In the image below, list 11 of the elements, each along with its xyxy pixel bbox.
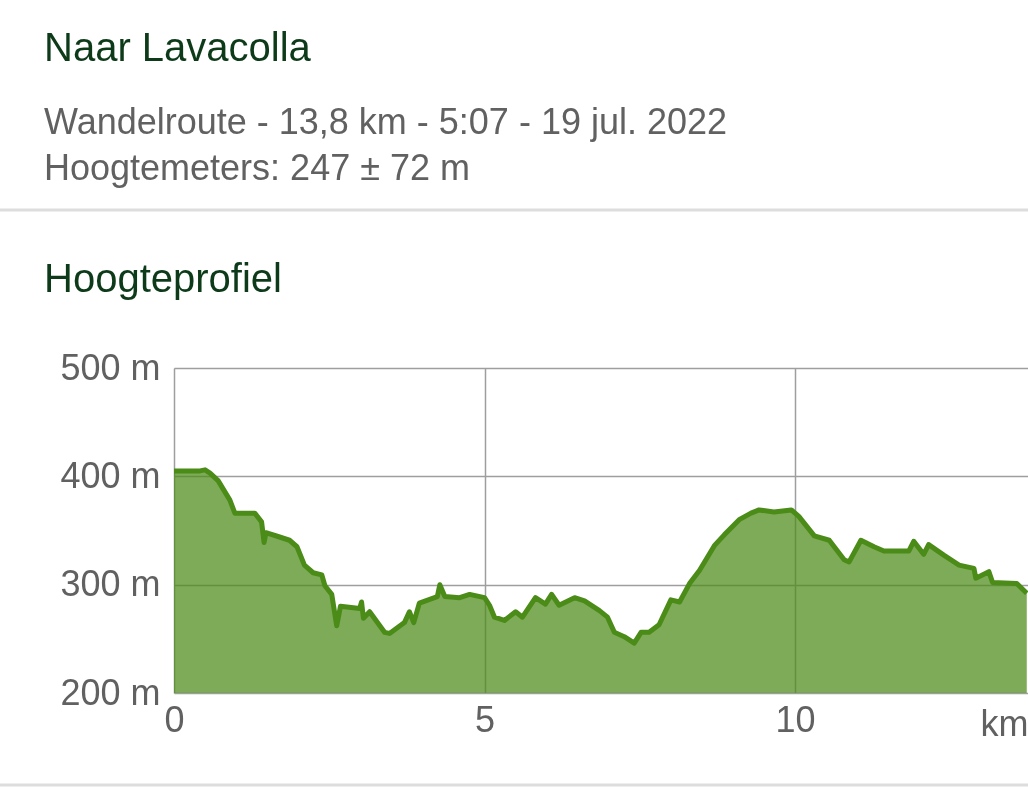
chart-subtitle: Wandelroute - 13,8 km - 5:07 - 19 jul. 2022 Hoogtemeters: 247 ± 72 m bbox=[44, 101, 728, 188]
y-tick-label: 500 m bbox=[60, 346, 161, 388]
x-tick-label: 5 bbox=[475, 698, 496, 740]
y-tick-label: 400 m bbox=[60, 454, 161, 496]
y-tick-label: 300 m bbox=[60, 563, 161, 605]
text: Hoogteprofiel bbox=[44, 256, 282, 300]
x-tick-label: 0 bbox=[164, 698, 185, 740]
chart-title: Naar Lavacolla bbox=[44, 25, 312, 69]
x-axis-title: km bbox=[980, 702, 1028, 744]
x-tick-label: 10 bbox=[775, 698, 816, 740]
y-tick-label: 200 m bbox=[60, 671, 161, 713]
